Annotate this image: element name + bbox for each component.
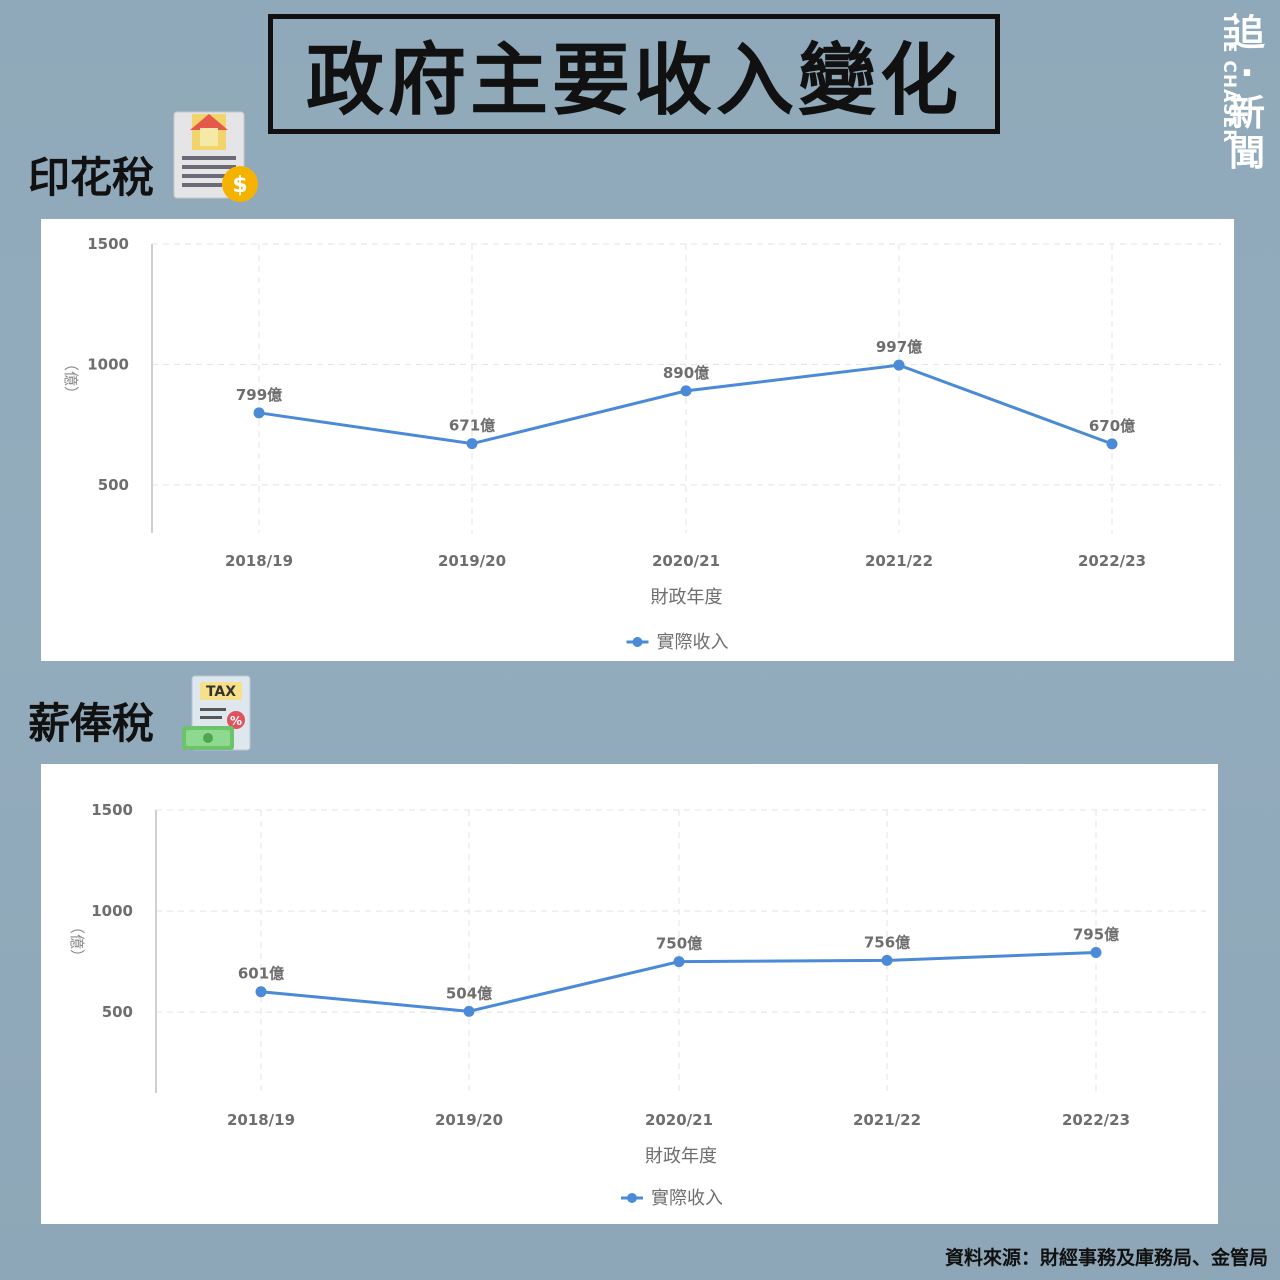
- svg-text:$: $: [232, 173, 247, 198]
- x-tick-label: 2018/19: [225, 552, 293, 570]
- y-tick-label: 1000: [91, 902, 133, 920]
- legend-label: 實際收入: [657, 632, 729, 653]
- data-point[interactable]: [881, 954, 893, 966]
- data-point[interactable]: [1090, 947, 1102, 959]
- y-axis-label: （億）: [62, 356, 80, 401]
- x-axis-label: 財政年度: [645, 1146, 717, 1167]
- x-tick-label: 2022/23: [1078, 552, 1146, 570]
- property-tax-document-icon: $: [173, 111, 258, 202]
- y-tick-label: 500: [102, 1003, 133, 1021]
- salaries-tax-line-chart: 500 1000 1500 （億） 2018/19 2019/20 2020/21 2021/…: [68, 801, 1206, 1209]
- data-label: 750億: [656, 935, 702, 953]
- data-label: 601億: [238, 965, 284, 983]
- data-label: 799億: [236, 386, 282, 404]
- data-point[interactable]: [466, 438, 478, 450]
- svg-text:%: %: [230, 714, 242, 728]
- brand-logo-en: THE CHASER: [1219, 13, 1239, 144]
- tax-bill-money-icon: TAX %: [182, 675, 251, 751]
- x-tick-label: 2019/20: [435, 1111, 503, 1129]
- x-tick-label: 2020/21: [652, 552, 720, 570]
- data-point[interactable]: [893, 359, 905, 371]
- legend-label: 實際收入: [651, 1188, 723, 1209]
- data-label: 890億: [663, 364, 709, 382]
- data-label: 795億: [1073, 926, 1119, 944]
- svg-text:TAX: TAX: [206, 684, 236, 700]
- y-tick-label: 500: [98, 476, 129, 494]
- x-tick-label: 2020/21: [645, 1111, 713, 1129]
- y-tick-label: 1000: [87, 355, 129, 373]
- data-point[interactable]: [680, 385, 692, 397]
- x-axis-label: 財政年度: [651, 587, 723, 608]
- data-label: 756億: [864, 933, 910, 951]
- x-tick-label: 2021/22: [865, 552, 933, 570]
- legend-marker: [632, 637, 643, 647]
- legend[interactable]: 實際收入: [621, 1188, 723, 1209]
- data-point[interactable]: [253, 407, 265, 419]
- section-title-stamp-duty: 印花稅: [28, 153, 155, 202]
- x-tick-label: 2021/22: [853, 1111, 921, 1129]
- legend-marker: [627, 1193, 637, 1203]
- y-tick-label: 1500: [87, 235, 129, 253]
- data-label: 671億: [449, 417, 495, 435]
- data-point[interactable]: [463, 1005, 475, 1017]
- data-point[interactable]: [1106, 438, 1118, 450]
- brand-logo: 追·新聞 THE CHASER: [1206, 13, 1268, 174]
- brand-logo-cn: 追·新聞: [1228, 13, 1265, 174]
- x-tick-label: 2022/23: [1062, 1111, 1130, 1129]
- section-title-salaries-tax: 薪俸稅: [28, 699, 155, 748]
- x-tick-label: 2019/20: [438, 552, 506, 570]
- source-note: 資料來源：財經事務及庫務局、金管局: [944, 1247, 1268, 1269]
- data-point[interactable]: [673, 956, 685, 968]
- page-title: 政府主要收入變化: [268, 14, 1000, 134]
- chart-panel-salaries-tax: 500 1000 1500 （億） 2018/19 2019/20 2020/21 2021/…: [41, 764, 1218, 1224]
- data-point[interactable]: [255, 986, 267, 998]
- y-axis-label: （億）: [68, 919, 86, 964]
- x-tick-label: 2018/19: [227, 1111, 295, 1129]
- y-tick-label: 1500: [91, 801, 133, 819]
- chart-panel-stamp-duty: 500 1000 1500 （億） 2018/19 2019/20 2020/21 2021/…: [41, 219, 1234, 661]
- data-label: 670億: [1089, 417, 1135, 435]
- stamp-duty-line-chart: 500 1000 1500 （億） 2018/19 2019/20 2020/21 2021/…: [62, 235, 1221, 653]
- data-label: 997億: [876, 338, 922, 356]
- data-label: 504億: [446, 984, 492, 1002]
- legend[interactable]: 實際收入: [626, 632, 729, 653]
